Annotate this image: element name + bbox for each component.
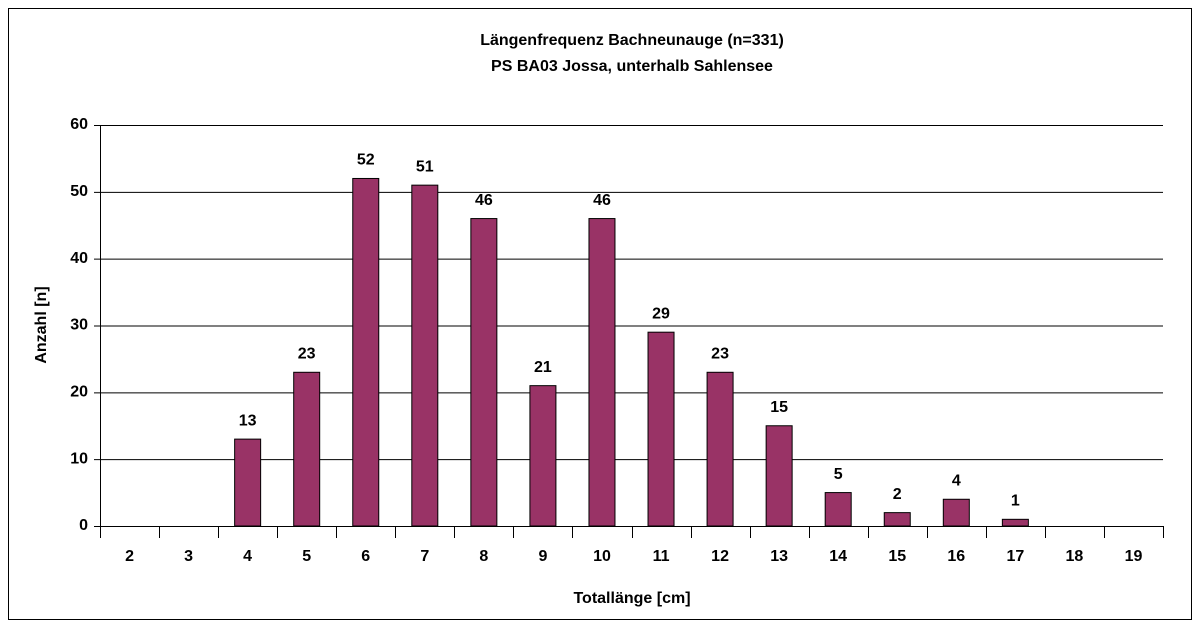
data-label: 46 <box>593 192 611 209</box>
chart-title: Längenfrequenz Bachneunauge (n=331) <box>480 32 784 49</box>
bar <box>293 371 321 527</box>
data-label: 23 <box>711 346 729 363</box>
bar <box>706 371 734 527</box>
data-label: 46 <box>475 192 493 209</box>
bar <box>765 425 793 527</box>
y-tick-label: 0 <box>79 517 88 534</box>
data-label: 2 <box>893 486 902 503</box>
x-tick-label: 5 <box>302 548 311 565</box>
data-label: 4 <box>952 472 961 489</box>
x-tick-label: 18 <box>1066 548 1084 565</box>
data-label: 29 <box>652 305 670 322</box>
x-tick-label: 2 <box>125 548 134 565</box>
x-tick-label: 13 <box>770 548 788 565</box>
x-tick-label: 17 <box>1006 548 1024 565</box>
data-label: 21 <box>534 359 552 376</box>
x-tick-label: 10 <box>593 548 611 565</box>
data-label: 5 <box>834 466 843 483</box>
bar <box>352 177 380 527</box>
x-tick-label: 12 <box>711 548 729 565</box>
x-tick-label: 16 <box>947 548 965 565</box>
x-tick-label: 6 <box>361 548 370 565</box>
x-tick-label: 7 <box>420 548 429 565</box>
bar <box>1001 518 1029 527</box>
data-label: 52 <box>357 152 375 169</box>
bar <box>647 331 675 527</box>
y-axis-title: Anzahl [n] <box>33 286 50 363</box>
x-tick-label: 11 <box>653 548 670 565</box>
x-axis-title: Totallänge [cm] <box>573 590 690 607</box>
x-tick-label: 19 <box>1125 548 1143 565</box>
x-tick-label: 14 <box>829 548 847 565</box>
x-tick-label: 4 <box>243 548 252 565</box>
y-tick-label: 60 <box>70 116 88 133</box>
y-tick-label: 50 <box>70 183 88 200</box>
y-tick-label: 40 <box>70 250 88 267</box>
data-label: 23 <box>298 346 316 363</box>
bar <box>942 498 970 527</box>
x-tick-label: 8 <box>479 548 488 565</box>
bar <box>411 184 439 527</box>
bar <box>883 512 911 527</box>
x-tick-label: 9 <box>538 548 547 565</box>
data-label: 15 <box>770 399 788 416</box>
bar <box>588 218 616 527</box>
bar <box>470 218 498 527</box>
data-label: 13 <box>239 412 257 429</box>
x-tick-label: 15 <box>888 548 906 565</box>
bar <box>529 385 557 527</box>
y-tick-label: 30 <box>70 317 88 334</box>
chart-subtitle: PS BA03 Jossa, unterhalb Sahlensee <box>491 58 773 75</box>
bar <box>234 438 262 527</box>
data-label: 51 <box>416 158 434 175</box>
bar <box>824 492 852 527</box>
y-tick-label: 10 <box>70 450 88 467</box>
data-label: 1 <box>1011 493 1020 510</box>
y-tick-label: 20 <box>70 384 88 401</box>
x-tick-label: 3 <box>184 548 193 565</box>
